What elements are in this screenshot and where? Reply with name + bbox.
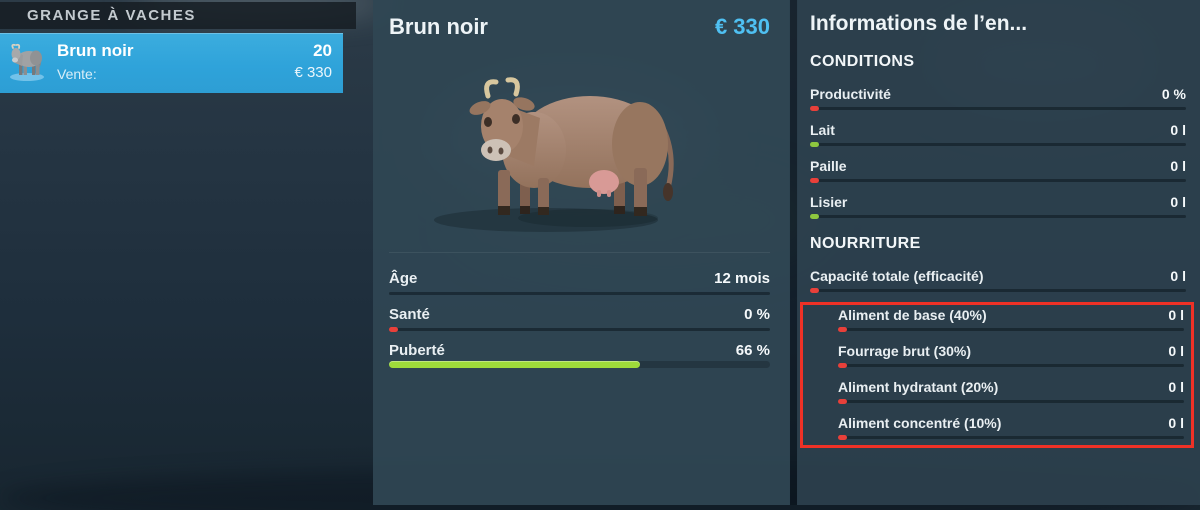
- status-dot: [838, 327, 847, 332]
- animal-name-title: Brun noir: [389, 14, 488, 39]
- info-panel-title: Informations de l’en...: [810, 12, 1028, 35]
- stat-row-puberty: Puberté 66 %: [389, 342, 770, 378]
- conditions-section-header: CONDITIONS: [810, 53, 915, 70]
- info-row-value: 0 %: [1161, 86, 1186, 102]
- info-row-label: Lait: [810, 122, 835, 138]
- stat-row-health: Santé 0 %: [389, 306, 770, 342]
- info-row-label: Aliment hydratant (20%): [838, 379, 999, 395]
- cow-icon: [7, 42, 53, 87]
- info-row-value: 0 l: [1170, 122, 1186, 138]
- info-row-straw: Paille 0 l: [810, 158, 1186, 194]
- info-row-concentrated-feed: Aliment concentré (10%) 0 l: [838, 415, 1184, 451]
- animal-price: € 330: [714, 14, 770, 39]
- info-row-hydrating-feed: Aliment hydratant (20%) 0 l: [838, 379, 1184, 415]
- list-item-sale-price: € 330: [294, 64, 332, 81]
- info-row-track: [838, 435, 1184, 440]
- stat-value: 12 mois: [714, 270, 770, 287]
- info-row-productivity: Productivité 0 %: [810, 86, 1186, 122]
- puberty-bar-track: [389, 361, 770, 368]
- info-row-track: [810, 142, 1186, 147]
- info-row-total-capacity: Capacité totale (efficacité) 0 l: [810, 268, 1186, 304]
- info-row-base-feed: Aliment de base (40%) 0 l: [838, 307, 1184, 343]
- food-total-row-wrap: Capacité totale (efficacité) 0 l: [810, 268, 1186, 304]
- stat-value: 66 %: [735, 342, 770, 359]
- info-row-track: [810, 178, 1186, 183]
- puberty-bar-fill: [389, 361, 641, 368]
- info-row-track: [810, 214, 1186, 219]
- info-row-value: 0 l: [1168, 379, 1184, 395]
- info-row-label: Aliment de base (40%): [838, 307, 987, 323]
- info-row-value: 0 l: [1168, 415, 1184, 431]
- health-bar-track: [389, 327, 770, 332]
- info-row-value: 0 l: [1170, 194, 1186, 210]
- stat-value: 0 %: [744, 306, 770, 323]
- info-row-track: [838, 363, 1184, 368]
- info-row-slurry: Lisier 0 l: [810, 194, 1186, 230]
- conditions-rows: Productivité 0 % Lait 0 l Paille 0 l: [810, 86, 1186, 230]
- info-row-value: 0 l: [1168, 343, 1184, 359]
- status-dot: [838, 363, 847, 368]
- info-row-value: 0 l: [1170, 268, 1186, 284]
- info-row-value: 0 l: [1170, 158, 1186, 174]
- health-status-dot: [389, 327, 398, 332]
- animal-stats: Âge 12 mois Santé 0 % Puberté 66 %: [389, 252, 770, 378]
- status-dot: [810, 178, 819, 183]
- barn-list-title: GRANGE À VACHES: [27, 7, 196, 24]
- enclosure-info-panel: Informations de l’en... CONDITIONS Produ…: [797, 0, 1200, 505]
- info-row-label: Aliment concentré (10%): [838, 415, 1002, 431]
- info-row-label: Paille: [810, 158, 847, 174]
- food-mix-rows: Aliment de base (40%) 0 l Fourrage brut …: [838, 307, 1184, 451]
- info-row-raw-forage: Fourrage brut (30%) 0 l: [838, 343, 1184, 379]
- stat-label: Puberté: [389, 342, 445, 359]
- status-dot: [810, 142, 819, 147]
- stat-row-age: Âge 12 mois: [389, 270, 770, 306]
- list-item-name: Brun noir: [57, 41, 134, 60]
- stat-label: Santé: [389, 306, 430, 323]
- panel-gap: [789, 0, 798, 505]
- status-dot: [838, 399, 847, 404]
- divider: [389, 252, 770, 253]
- animal-list-item-selected[interactable]: Brun noir 20 Vente: € 330: [0, 33, 343, 93]
- status-dot: [810, 214, 819, 219]
- status-dot: [838, 435, 847, 440]
- info-row-label: Lisier: [810, 194, 848, 210]
- info-row-label: Productivité: [810, 86, 891, 102]
- barn-list-header: GRANGE À VACHES: [0, 2, 356, 29]
- info-row-track: [810, 106, 1186, 111]
- status-dot: [810, 106, 819, 111]
- info-row-milk: Lait 0 l: [810, 122, 1186, 158]
- list-item-count: 20: [313, 41, 332, 60]
- stat-label: Âge: [389, 270, 418, 287]
- list-item-sale-label: Vente:: [57, 66, 97, 82]
- food-section-header: NOURRITURE: [810, 235, 921, 252]
- red-highlight-box: Aliment de base (40%) 0 l Fourrage brut …: [800, 302, 1194, 448]
- info-row-track: [810, 288, 1186, 293]
- stat-divider: [389, 292, 770, 295]
- status-dot: [810, 288, 819, 293]
- info-row-track: [838, 399, 1184, 404]
- cow-image: [428, 62, 728, 244]
- info-row-label: Capacité totale (efficacité): [810, 268, 984, 284]
- info-row-track: [838, 327, 1184, 332]
- info-row-value: 0 l: [1168, 307, 1184, 323]
- animal-detail-panel: Brun noir € 330: [373, 0, 790, 505]
- info-row-label: Fourrage brut (30%): [838, 343, 972, 359]
